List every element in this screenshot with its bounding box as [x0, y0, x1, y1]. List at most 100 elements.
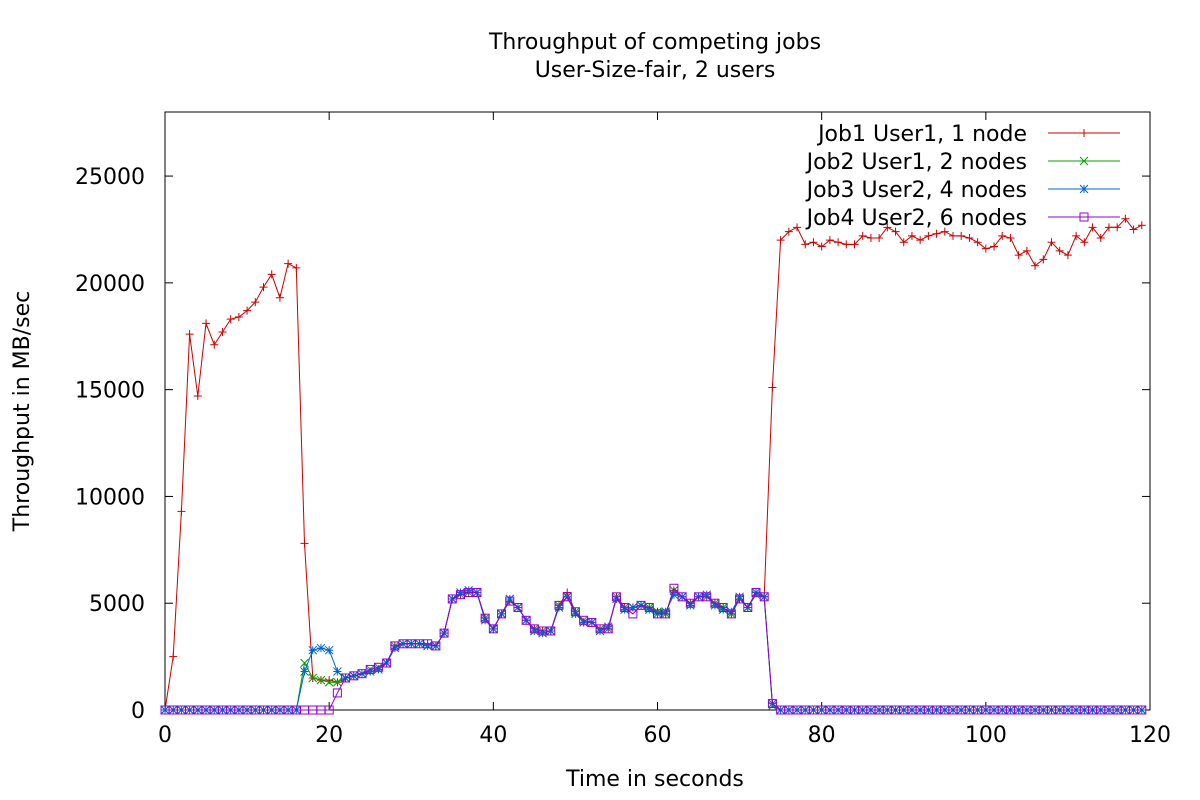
data-point — [267, 270, 276, 279]
data-point — [513, 602, 523, 612]
data-point — [710, 600, 720, 610]
y-tick-label: 0 — [131, 699, 145, 724]
data-point — [530, 626, 539, 636]
legend: Job1 User1, 1 node Job2 User1, 2 nodes Job… — [805, 122, 1120, 231]
data-point — [669, 586, 679, 595]
data-point — [842, 240, 851, 249]
data-point — [883, 223, 892, 232]
data-point — [768, 383, 777, 392]
series-4 — [160, 583, 1147, 715]
axes: 0 20 40 60 80 100 120 0 5000 10000 15000 20000 25000 — [75, 111, 1171, 748]
data-point — [998, 231, 1007, 240]
data-point — [300, 667, 309, 676]
data-point — [784, 227, 793, 236]
x-tick-label: 0 — [158, 723, 172, 748]
x-tick-label: 80 — [808, 723, 836, 748]
data-point — [275, 293, 284, 302]
data-point — [759, 592, 769, 602]
chart-title: Throughput of competing jobs — [488, 30, 821, 55]
data-point — [1137, 705, 1147, 715]
legend-label: Job2 User1, 2 nodes — [805, 150, 1027, 175]
data-point — [333, 667, 342, 676]
data-point — [726, 609, 736, 619]
data-point — [243, 306, 252, 315]
x-tick-label: 120 — [1129, 723, 1171, 748]
data-point — [1022, 246, 1031, 255]
data-point — [456, 588, 465, 597]
data-point — [480, 613, 490, 623]
data-point — [480, 615, 490, 625]
data-point — [793, 223, 802, 232]
data-point — [932, 229, 941, 238]
data-point — [570, 607, 580, 617]
data-point — [177, 507, 186, 516]
data-point — [735, 592, 744, 602]
data-point — [685, 598, 695, 608]
data-point — [801, 240, 810, 249]
series-layer — [160, 214, 1147, 715]
data-point — [554, 603, 564, 612]
data-point — [1121, 214, 1130, 223]
data-point — [571, 609, 580, 619]
data-point — [949, 231, 957, 240]
data-point — [916, 236, 925, 245]
data-point — [538, 628, 547, 638]
data-point — [866, 234, 875, 243]
x-tick-label: 20 — [315, 723, 343, 748]
data-point — [685, 600, 695, 610]
data-point — [365, 667, 375, 676]
data-point — [587, 617, 597, 627]
data-point — [316, 643, 326, 653]
data-point — [825, 236, 834, 245]
data-point — [834, 238, 843, 247]
data-point — [259, 283, 268, 292]
data-point — [382, 658, 392, 668]
data-point — [193, 392, 202, 401]
data-point — [628, 609, 638, 619]
data-point — [308, 673, 318, 683]
data-point — [702, 592, 712, 602]
data-point — [464, 586, 474, 595]
data-point — [554, 600, 564, 610]
data-point — [332, 688, 342, 698]
data-point — [850, 240, 859, 249]
data-point — [957, 231, 966, 240]
series-1 — [161, 214, 1146, 714]
data-point — [488, 624, 498, 634]
data-point — [292, 263, 301, 272]
data-point — [562, 592, 572, 602]
y-tick-label: 20000 — [75, 272, 145, 297]
data-point — [505, 596, 515, 606]
data-point — [1063, 251, 1072, 260]
legend-label: Job4 User2, 6 nodes — [805, 206, 1027, 231]
data-point — [875, 234, 884, 243]
data-point — [891, 227, 900, 236]
data-point — [234, 313, 243, 322]
data-point — [308, 645, 318, 655]
data-point — [505, 594, 515, 604]
data-point — [858, 231, 867, 240]
data-point — [497, 609, 507, 619]
y-tick-label: 5000 — [89, 592, 145, 617]
data-point — [202, 319, 211, 328]
data-point — [628, 603, 638, 612]
data-point — [1080, 238, 1089, 247]
data-point — [595, 626, 605, 636]
data-point — [226, 315, 235, 324]
data-point — [907, 231, 916, 240]
data-point — [439, 628, 449, 638]
chart-subtitle: User-Size-fair, 2 users — [535, 58, 776, 83]
data-point — [1014, 251, 1023, 260]
legend-label: Job1 User1, 1 node — [816, 122, 1027, 147]
data-point — [284, 259, 293, 268]
x-tick-label: 40 — [479, 723, 507, 748]
x-axis-label: Time in seconds — [565, 767, 744, 792]
data-point — [169, 652, 178, 661]
data-point — [776, 236, 785, 245]
data-point — [1088, 223, 1097, 232]
data-point — [702, 590, 712, 600]
data-point — [743, 602, 753, 612]
data-point — [661, 607, 671, 617]
data-point — [472, 588, 482, 598]
